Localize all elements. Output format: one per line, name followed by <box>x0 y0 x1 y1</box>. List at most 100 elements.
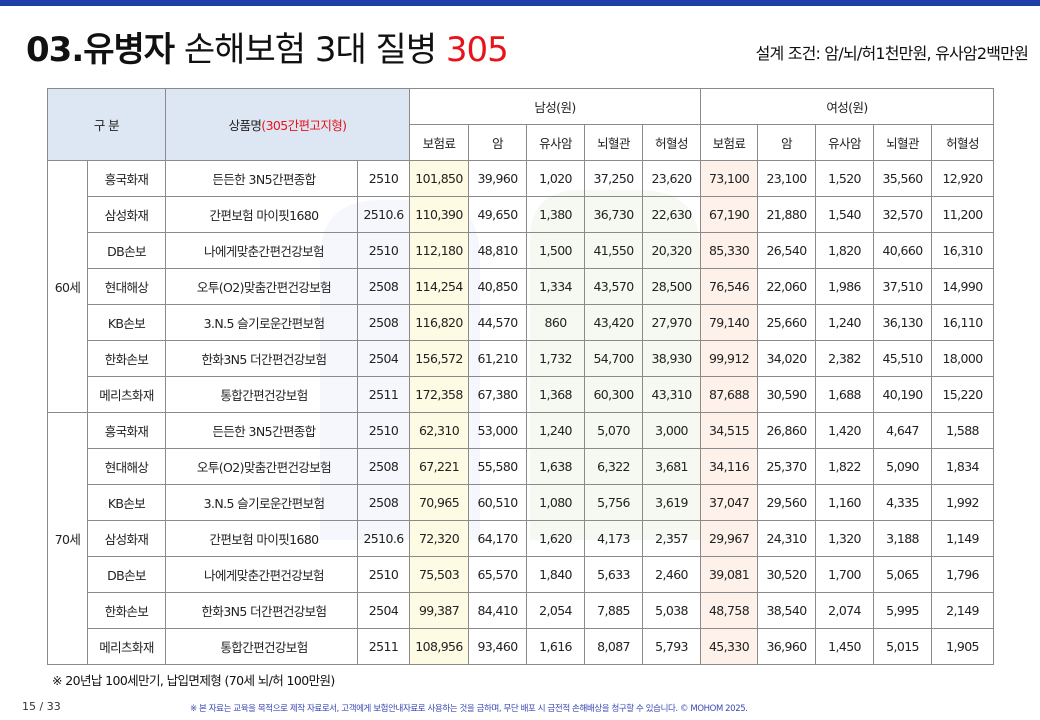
product-code-cell: 2508 <box>356 484 411 521</box>
female-value-cell: 1,420 <box>815 412 875 449</box>
male-premium-cell: 72,320 <box>409 520 470 557</box>
company-cell: KB손보 <box>87 484 166 521</box>
female-value-cell: 1,905 <box>931 628 995 665</box>
female-value-cell: 5,065 <box>873 556 933 593</box>
table-row: 70세 흥국화재 든든한 3N5간편종합 2510 62,310 53,000 1,240 5… <box>47 412 995 665</box>
male-value-cell: 40,850 <box>468 268 528 305</box>
female-col-cancer: 암 <box>757 124 817 161</box>
female-value-cell: 1,822 <box>815 448 875 485</box>
product-cell: 한화3N5 더간편건강보험 <box>165 340 358 377</box>
male-value-cell: 84,410 <box>468 592 528 629</box>
product-code-cell: 2504 <box>356 592 411 629</box>
company-cell: 메리츠화재 <box>87 376 166 413</box>
male-premium-cell: 114,254 <box>409 268 470 305</box>
company-cell: 한화손보 <box>87 340 166 377</box>
title-bold: 03.유병자 <box>26 30 175 70</box>
table-row: DB손보 나에게맞춘간편건강보험 2510 75,503 65,570 1,840 5,63… <box>48 556 995 593</box>
male-value-cell: 1,020 <box>526 160 586 197</box>
male-premium-cell: 99,387 <box>409 592 470 629</box>
female-value-cell: 25,370 <box>757 448 817 485</box>
female-header: 여성(원) <box>700 88 995 125</box>
female-premium-cell: 67,190 <box>700 196 759 233</box>
company-cell: 메리츠화재 <box>87 628 166 665</box>
female-value-cell: 21,880 <box>757 196 817 233</box>
male-value-cell: 20,320 <box>642 232 702 269</box>
female-value-cell: 37,510 <box>873 268 933 305</box>
female-value-cell: 16,310 <box>931 232 995 269</box>
table-row: KB손보 3.N.5 슬기로운간편보험 2508 70,965 60,510 1,080 5… <box>48 484 995 521</box>
table-row: 60세 흥국화재 든든한 3N5간편종합 2510 101,850 39,960 1,020… <box>47 160 995 413</box>
product-cell: 든든한 3N5간편종합 <box>165 160 358 197</box>
female-premium-cell: 45,330 <box>700 628 759 665</box>
female-value-cell: 14,990 <box>931 268 995 305</box>
male-premium-cell: 112,180 <box>409 232 470 269</box>
product-code-cell: 2510.6 <box>356 520 411 557</box>
male-value-cell: 5,793 <box>642 628 702 665</box>
male-value-cell: 53,000 <box>468 412 528 449</box>
male-value-cell: 3,000 <box>642 412 702 449</box>
male-value-cell: 65,570 <box>468 556 528 593</box>
male-value-cell: 49,650 <box>468 196 528 233</box>
male-value-cell: 1,500 <box>526 232 586 269</box>
product-header-label: 상품명 <box>228 118 262 133</box>
female-value-cell: 40,190 <box>873 376 933 413</box>
female-value-cell: 45,510 <box>873 340 933 377</box>
product-code-cell: 2510.6 <box>356 196 411 233</box>
male-value-cell: 39,960 <box>468 160 528 197</box>
female-value-cell: 1,834 <box>931 448 995 485</box>
male-value-cell: 7,885 <box>584 592 644 629</box>
male-value-cell: 1,334 <box>526 268 586 305</box>
male-value-cell: 2,460 <box>642 556 702 593</box>
company-cell: KB손보 <box>87 304 166 341</box>
female-value-cell: 23,100 <box>757 160 817 197</box>
male-value-cell: 43,570 <box>584 268 644 305</box>
female-value-cell: 1,540 <box>815 196 875 233</box>
product-header-sub: (305간편고지형) <box>261 118 347 133</box>
female-value-cell: 2,382 <box>815 340 875 377</box>
product-code-cell: 2510 <box>356 412 411 449</box>
male-value-cell: 4,173 <box>584 520 644 557</box>
product-code-cell: 2510 <box>356 160 411 197</box>
male-premium-cell: 67,221 <box>409 448 470 485</box>
male-premium-cell: 75,503 <box>409 556 470 593</box>
female-col-ischemic: 허혈성 <box>931 124 995 161</box>
female-value-cell: 36,130 <box>873 304 933 341</box>
male-premium-cell: 156,572 <box>409 340 470 377</box>
product-cell: 한화3N5 더간편건강보험 <box>165 592 358 629</box>
female-value-cell: 5,090 <box>873 448 933 485</box>
product-cell: 나에게맞춘간편건강보험 <box>165 232 358 269</box>
company-cell: 삼성화재 <box>87 196 166 233</box>
product-code-cell: 2510 <box>356 556 411 593</box>
company-cell: 한화손보 <box>87 592 166 629</box>
male-value-cell: 44,570 <box>468 304 528 341</box>
male-value-cell: 860 <box>526 304 586 341</box>
male-value-cell: 6,322 <box>584 448 644 485</box>
product-code-cell: 2511 <box>356 376 411 413</box>
company-cell: 현대해상 <box>87 448 166 485</box>
male-premium-cell: 101,850 <box>409 160 470 197</box>
female-value-cell: 2,074 <box>815 592 875 629</box>
male-value-cell: 93,460 <box>468 628 528 665</box>
female-value-cell: 29,560 <box>757 484 817 521</box>
female-value-cell: 1,986 <box>815 268 875 305</box>
male-value-cell: 37,250 <box>584 160 644 197</box>
male-value-cell: 1,368 <box>526 376 586 413</box>
male-value-cell: 60,300 <box>584 376 644 413</box>
female-premium-cell: 34,116 <box>700 448 759 485</box>
male-premium-cell: 110,390 <box>409 196 470 233</box>
copyright-notice: ※ 본 자료는 교육을 목적으로 제작 자료로서, 고객에게 보험안내자료로 사… <box>190 704 748 714</box>
male-value-cell: 55,580 <box>468 448 528 485</box>
female-premium-cell: 37,047 <box>700 484 759 521</box>
male-value-cell: 1,638 <box>526 448 586 485</box>
design-condition: 설계 조건: 암/뇌/허1천만원, 유사암2백만원 <box>755 44 1029 63</box>
male-value-cell: 48,810 <box>468 232 528 269</box>
female-premium-cell: 73,100 <box>700 160 759 197</box>
male-value-cell: 5,756 <box>584 484 644 521</box>
product-code-cell: 2508 <box>356 268 411 305</box>
title-normal: 손해보험 3대 질병 <box>183 30 437 70</box>
company-cell: DB손보 <box>87 556 166 593</box>
female-premium-cell: 39,081 <box>700 556 759 593</box>
male-value-cell: 1,840 <box>526 556 586 593</box>
premium-table: 구 분 상품명(305간편고지형) 남성(원) 여성(원) 보험료 암 유사암 … <box>47 88 995 665</box>
female-value-cell: 26,540 <box>757 232 817 269</box>
